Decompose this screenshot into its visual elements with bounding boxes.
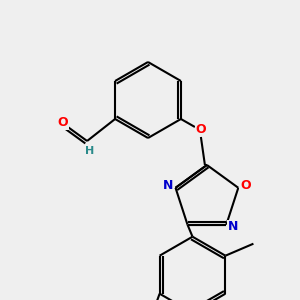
Text: H: H [85, 146, 95, 156]
Text: N: N [163, 179, 174, 192]
Text: O: O [58, 116, 68, 130]
Text: N: N [228, 220, 238, 233]
Text: O: O [240, 179, 250, 192]
Text: O: O [196, 122, 206, 136]
